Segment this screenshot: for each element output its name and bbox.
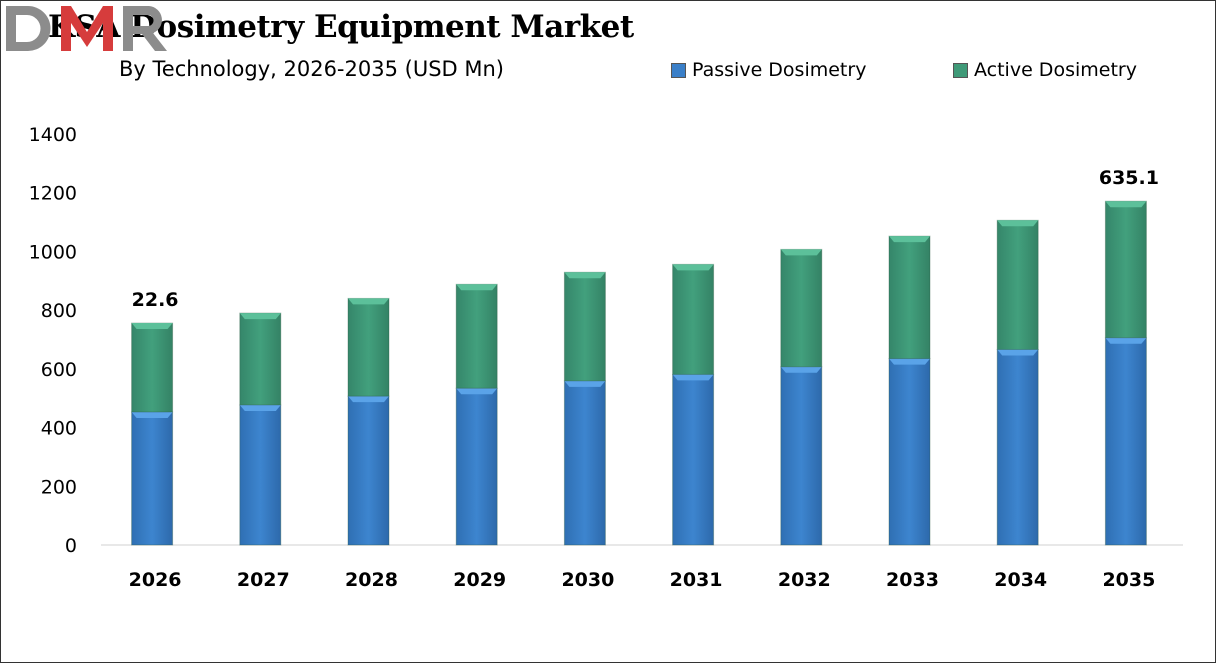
bar-passive-2034	[996, 348, 1039, 546]
bar-bevel	[348, 396, 389, 403]
bar-passive-2033	[888, 358, 931, 546]
x-tick-label: 2026	[129, 569, 182, 591]
bar-passive-2028	[347, 395, 390, 546]
bar-passive-2032	[780, 366, 823, 546]
bar-active-2032	[780, 248, 823, 368]
x-tick-label: 2028	[345, 569, 398, 591]
legend-label-active: Active Dosimetry	[974, 59, 1137, 81]
bar-bevel	[239, 313, 281, 320]
bar-active-2031	[672, 263, 715, 375]
data-label-2026: 22.6	[132, 289, 179, 311]
y-tick-label: 200	[41, 476, 77, 498]
y-tick-label: 0	[65, 535, 77, 557]
bar-bevel	[1105, 201, 1147, 208]
y-tick-label: 1000	[29, 241, 77, 263]
bar-bevel	[997, 349, 1039, 356]
chart-subtitle: By Technology, 2026-2035 (USD Mn)	[119, 57, 504, 81]
bar-passive-2026	[131, 411, 174, 546]
legend-label-passive: Passive Dosimetry	[692, 59, 867, 81]
y-tick-label: 600	[41, 359, 77, 381]
bar-bevel	[456, 284, 498, 291]
legend-swatch-passive	[671, 62, 686, 78]
x-tick-label: 2035	[1102, 569, 1155, 591]
bar-bevel	[672, 264, 714, 271]
x-tick-label: 2029	[453, 569, 506, 591]
bar-active-2026	[131, 322, 174, 413]
bar-bevel	[780, 366, 822, 373]
bar-bevel	[997, 220, 1039, 227]
x-tick-label: 2033	[886, 569, 939, 591]
bar-passive-2027	[239, 404, 282, 546]
y-tick-label: 800	[41, 300, 77, 322]
dmr-logo	[6, 6, 167, 51]
y-tick-label: 400	[41, 418, 77, 440]
data-label-2035: 635.1	[1099, 167, 1159, 189]
legend-item-active: Active Dosimetry	[953, 59, 1137, 81]
x-tick-label: 2030	[561, 569, 614, 591]
bar-active-2033	[888, 235, 931, 360]
bar-active-2028	[347, 297, 390, 397]
legend-swatch-active	[953, 62, 968, 78]
bar-bevel	[131, 323, 173, 330]
x-tick-label: 2027	[237, 569, 290, 591]
bar-bevel	[456, 388, 498, 395]
bar-bevel	[564, 272, 606, 279]
legend-item-passive: Passive Dosimetry	[671, 59, 866, 81]
x-tick-label: 2031	[670, 569, 723, 591]
bar-active-2027	[239, 312, 282, 406]
bar-bevel	[348, 298, 389, 305]
x-tick-label: 2032	[778, 569, 831, 591]
bar-passive-2031	[672, 373, 715, 546]
x-tick-label: 2034	[994, 569, 1047, 591]
bar-bevel	[564, 380, 606, 387]
bar-active-2034	[996, 219, 1039, 350]
bar-bevel	[239, 404, 281, 411]
bar-bevel	[889, 358, 930, 365]
y-tick-label: 1400	[29, 124, 77, 146]
bar-bevel	[1105, 337, 1147, 344]
bar-bevel	[889, 236, 930, 243]
bar-passive-2029	[455, 387, 498, 546]
bar-passive-2035	[1104, 337, 1147, 546]
bar-bevel	[672, 374, 714, 381]
bar-bevel	[131, 412, 173, 419]
bar-active-2035	[1104, 200, 1147, 339]
y-tick-label: 1200	[29, 183, 77, 205]
bar-passive-2030	[563, 380, 606, 546]
bar-active-2030	[563, 271, 606, 382]
bar-active-2029	[455, 283, 498, 389]
bar-bevel	[780, 249, 822, 256]
